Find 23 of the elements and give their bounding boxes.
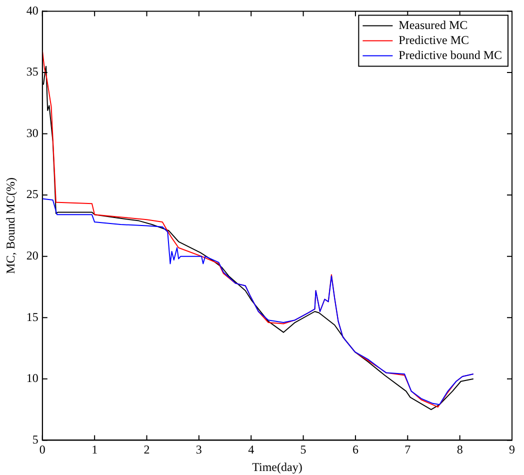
y-tick-label: 5 bbox=[32, 432, 38, 446]
y-tick-label: 40 bbox=[26, 3, 38, 18]
y-axis-title: MC, Bound MC(%) bbox=[3, 178, 18, 274]
y-tick-label: 30 bbox=[26, 126, 38, 140]
y-tick-label: 20 bbox=[26, 248, 38, 262]
y-tick-label: 35 bbox=[26, 64, 38, 79]
x-tick-label: 7 bbox=[404, 442, 411, 457]
x-tick-label: 6 bbox=[352, 442, 358, 457]
x-tick-label: 2 bbox=[144, 442, 150, 457]
legend-label: Predictive MC bbox=[398, 32, 470, 47]
x-tick-label: 0 bbox=[39, 442, 46, 457]
x-tick-label: 3 bbox=[196, 442, 202, 457]
y-tick-label: 10 bbox=[26, 371, 38, 386]
legend-label: Measured MC bbox=[398, 18, 468, 32]
y-tick-label: 15 bbox=[26, 310, 38, 324]
legend-label: Predictive bound MC bbox=[398, 48, 502, 62]
x-tick-label: 9 bbox=[509, 442, 515, 457]
y-tick-label: 25 bbox=[26, 187, 38, 202]
x-tick-label: 1 bbox=[92, 442, 98, 457]
x-tick-label: 8 bbox=[456, 442, 463, 457]
x-tick-label: 5 bbox=[300, 442, 306, 457]
x-axis-title: Time(day) bbox=[252, 460, 302, 474]
x-tick-label: 4 bbox=[248, 442, 254, 457]
